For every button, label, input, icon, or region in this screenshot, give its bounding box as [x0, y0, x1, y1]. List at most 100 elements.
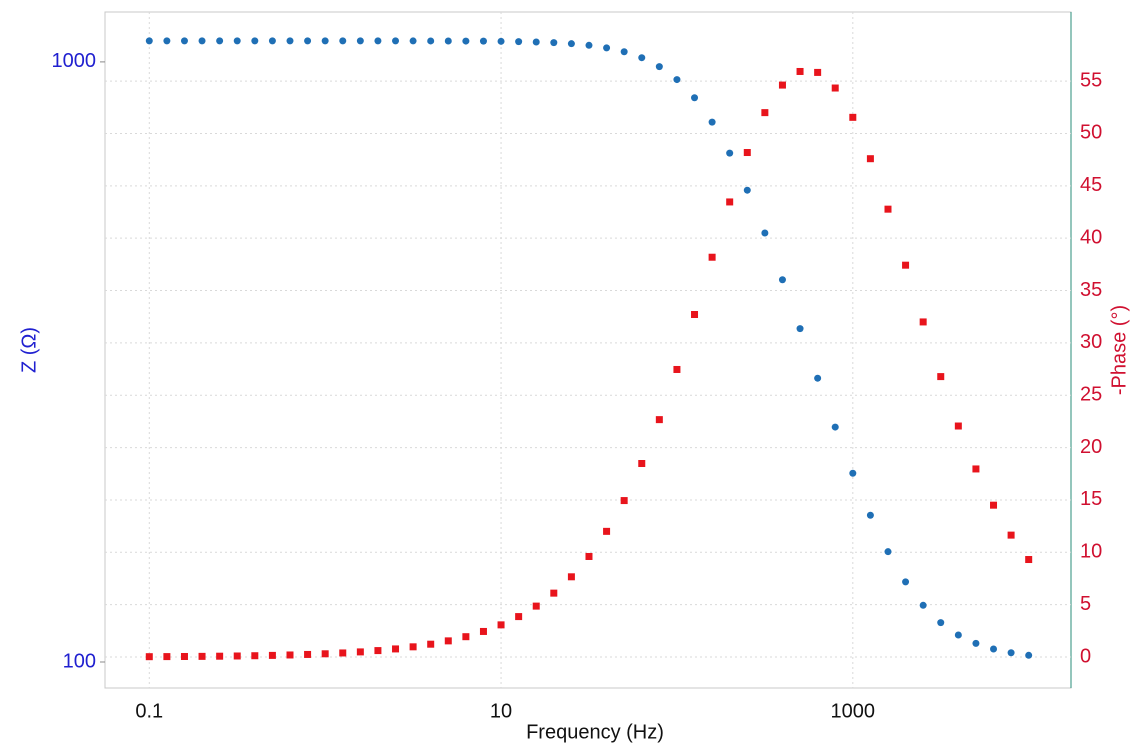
point: [919, 601, 927, 609]
point: [251, 37, 259, 45]
point: [691, 94, 699, 102]
point: [1007, 531, 1015, 539]
point: [726, 149, 734, 157]
y-axis-label: Z (Ω): [18, 327, 40, 373]
point: [954, 422, 962, 430]
y2-tick-label: 20: [1080, 436, 1102, 458]
point: [1007, 649, 1015, 657]
point: [321, 37, 329, 45]
x-tick-label: 0.1: [135, 700, 163, 722]
point: [532, 38, 540, 46]
point: [673, 76, 681, 84]
point: [972, 465, 980, 473]
point: [550, 589, 558, 597]
y2-tick-label: 40: [1080, 226, 1102, 248]
point: [866, 511, 874, 519]
point: [937, 373, 945, 381]
point: [251, 652, 259, 660]
y2-tick-label: 25: [1080, 384, 1102, 406]
y2-tick-label: 30: [1080, 331, 1102, 353]
y2-tick-label: 55: [1080, 69, 1102, 91]
point: [339, 649, 347, 657]
point: [145, 653, 153, 661]
point: [638, 54, 646, 62]
y-tick-label: 100: [63, 650, 96, 672]
point: [990, 501, 998, 509]
point: [831, 423, 839, 431]
point: [216, 652, 224, 660]
point: [163, 37, 171, 45]
point: [567, 40, 575, 48]
point: [392, 645, 400, 653]
point: [462, 37, 470, 45]
point: [866, 155, 874, 163]
y2-tick-label: 15: [1080, 488, 1102, 510]
point: [761, 229, 769, 237]
point: [479, 627, 487, 635]
point: [884, 205, 892, 213]
y2-tick-label: 45: [1080, 174, 1102, 196]
point: [778, 276, 786, 284]
point: [585, 552, 593, 560]
x-tick-label: 10: [490, 700, 512, 722]
point: [286, 651, 294, 659]
point: [990, 645, 998, 653]
point: [620, 48, 628, 56]
y-tick-label: 1000: [52, 50, 97, 72]
x-tick-label: 1000: [831, 700, 876, 722]
point: [444, 37, 452, 45]
point: [884, 548, 892, 556]
point: [708, 253, 716, 261]
point: [216, 37, 224, 45]
point: [902, 261, 910, 269]
point: [673, 365, 681, 373]
point: [796, 325, 804, 333]
point: [567, 573, 575, 581]
point: [233, 652, 241, 660]
point: [374, 37, 382, 45]
y2-axis-label: -Phase (°): [1108, 305, 1130, 395]
point: [409, 37, 417, 45]
point: [655, 63, 663, 71]
point: [655, 416, 663, 424]
plot-frame: [104, 11, 1072, 689]
point: [849, 469, 857, 477]
point: [585, 41, 593, 49]
point: [761, 109, 769, 117]
point: [919, 318, 927, 326]
point: [356, 648, 364, 656]
point: [321, 650, 329, 658]
point: [743, 186, 751, 194]
point: [550, 39, 558, 47]
point: [427, 37, 435, 45]
point: [180, 37, 188, 45]
point: [427, 640, 435, 648]
point: [937, 619, 945, 627]
y2-tick-label: 0: [1080, 645, 1091, 667]
point: [954, 631, 962, 639]
point: [444, 637, 452, 645]
point: [638, 460, 646, 468]
y2-tick-label: 35: [1080, 279, 1102, 301]
point: [708, 118, 716, 126]
point: [497, 621, 505, 629]
point: [268, 651, 276, 659]
point: [304, 37, 312, 45]
point: [691, 311, 699, 319]
y2-tick-label: 50: [1080, 122, 1102, 144]
point: [603, 44, 611, 52]
point: [778, 81, 786, 89]
point: [1025, 651, 1033, 659]
x-axis-label: Frequency (Hz): [526, 721, 664, 743]
point: [233, 37, 241, 45]
point: [339, 37, 347, 45]
point: [268, 37, 276, 45]
point: [409, 643, 417, 651]
point: [972, 639, 980, 647]
point: [1025, 556, 1033, 564]
point: [286, 37, 294, 45]
point: [849, 113, 857, 121]
point: [462, 633, 470, 641]
point: [902, 578, 910, 586]
